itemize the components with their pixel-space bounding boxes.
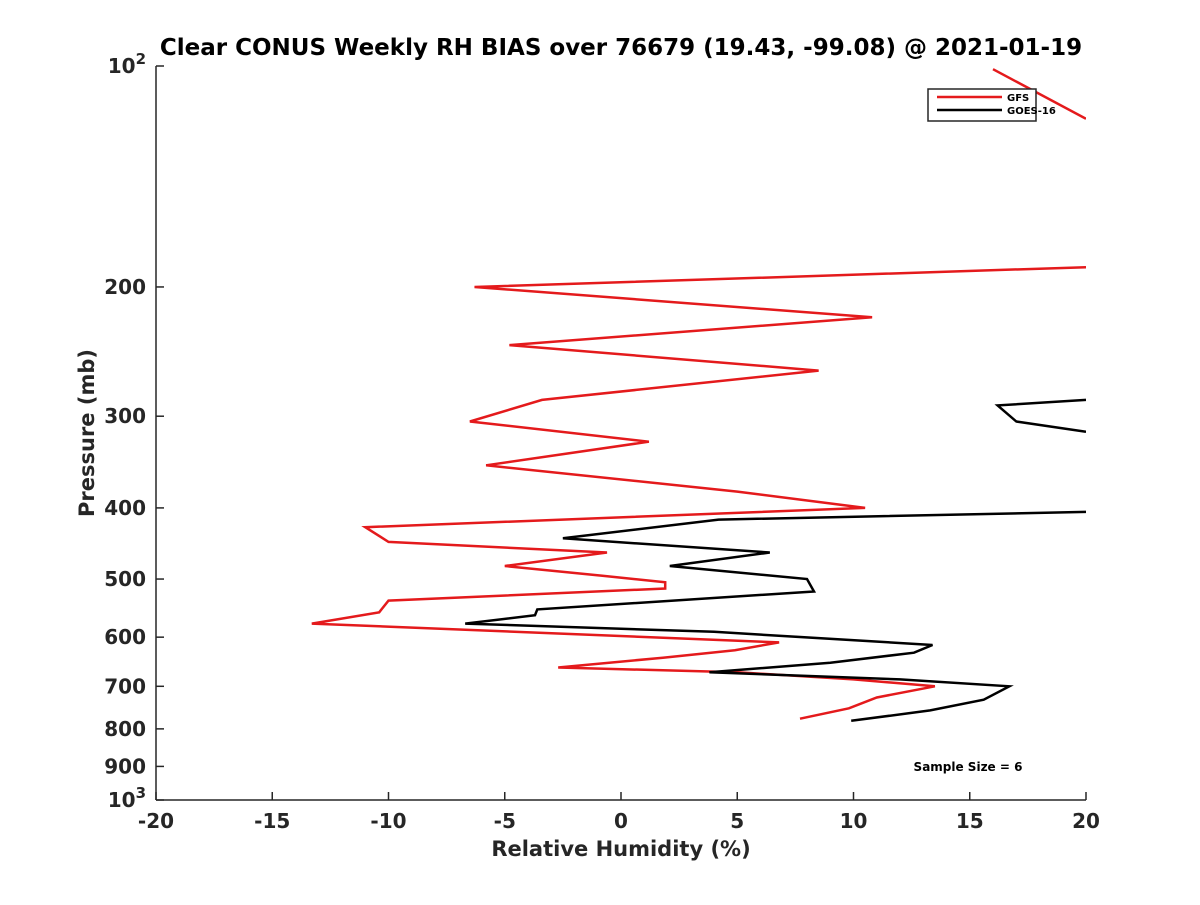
y-tick-label: 700 — [104, 674, 146, 698]
y-tick-label: 300 — [104, 404, 146, 428]
series-line-goes16-upper-segment — [994, 398, 1086, 434]
series-line-goes16 — [465, 510, 1086, 723]
series-layer — [311, 68, 1086, 723]
y-tick-label: 400 — [104, 496, 146, 520]
x-tick-label: -15 — [254, 809, 290, 833]
series-line-gfs — [311, 265, 1086, 720]
y-tick-label-top: 102 — [108, 50, 146, 78]
sample-size-annotation: Sample Size = 6 — [914, 760, 1023, 774]
text-layer: -20 -15 -10 -5 0 5 10 15 20 200 300 400 500 600 700 800… — [104, 50, 1100, 833]
legend-box — [927, 88, 1037, 122]
x-tick-label: 15 — [956, 809, 984, 833]
x-tick-label: 5 — [730, 809, 744, 833]
x-tick-label: 20 — [1072, 809, 1100, 833]
axes-layer — [155, 65, 1087, 801]
series-line-gfs-top-segment — [992, 68, 1086, 120]
x-tick-label: 0 — [614, 809, 628, 833]
y-tick-label: 900 — [104, 754, 146, 778]
x-axis-label: Relative Humidity (%) — [491, 837, 750, 861]
y-tick-label: 600 — [104, 625, 146, 649]
y-tick-label: 200 — [104, 275, 146, 299]
x-tick-label: -5 — [494, 809, 516, 833]
x-tick-label: -20 — [138, 809, 174, 833]
x-tick-label: -10 — [370, 809, 406, 833]
chart-title: Clear CONUS Weekly RH BIAS over 76679 (1… — [160, 35, 1082, 61]
y-tick-label: 800 — [104, 717, 146, 741]
y-tick-label: 500 — [104, 567, 146, 591]
y-axis-label: Pressure (mb) — [75, 349, 99, 517]
legend: GFS GOES-16 — [927, 88, 1056, 122]
x-tick-label: 10 — [840, 809, 868, 833]
y-tick-label-bottom: 103 — [108, 784, 146, 812]
legend-label-goes16: GOES-16 — [1007, 106, 1056, 117]
legend-label-gfs: GFS — [1007, 93, 1029, 104]
